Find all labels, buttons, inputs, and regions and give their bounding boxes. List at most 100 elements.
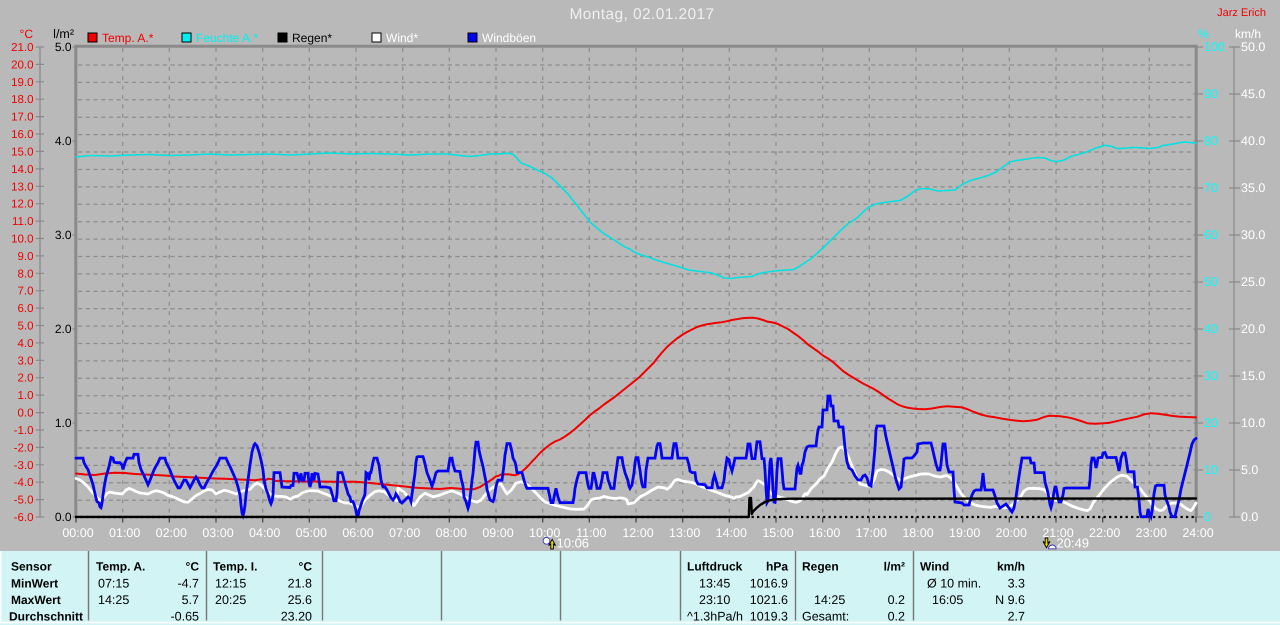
svg-text:N 9.6: N 9.6 [995,593,1025,607]
svg-text:18.0: 18.0 [11,94,33,106]
svg-text:4.0: 4.0 [55,134,72,148]
svg-text:%: % [1198,27,1209,41]
svg-text:08:00: 08:00 [436,526,467,540]
svg-text:12.0: 12.0 [11,199,33,211]
svg-text:22:00: 22:00 [1089,526,1120,540]
svg-text:-6.0: -6.0 [14,512,34,524]
svg-text:04:00: 04:00 [249,526,280,540]
svg-text:Jarz Erich: Jarz Erich [1217,7,1266,19]
svg-text:7.0: 7.0 [18,286,34,298]
svg-text:°C: °C [20,27,34,41]
svg-text:0: 0 [1204,510,1211,524]
svg-text:30.0: 30.0 [1241,228,1265,242]
svg-text:5.0: 5.0 [1241,463,1258,477]
svg-text:Luftdruck: Luftdruck [687,560,743,574]
svg-text:Wind: Wind [920,560,949,574]
svg-text:-0.65: -0.65 [171,610,200,624]
svg-text:Feuchte A.*: Feuchte A.* [196,31,258,45]
svg-text:Wind*: Wind* [386,31,418,45]
svg-text:20:49: 20:49 [1057,536,1090,551]
svg-text:3.0: 3.0 [55,228,72,242]
svg-text:-4.7: -4.7 [177,577,199,591]
svg-text:°C: °C [299,560,313,574]
svg-text:8.0: 8.0 [18,268,34,280]
svg-text:0.0: 0.0 [55,510,72,524]
svg-text:km/h: km/h [997,560,1025,574]
svg-text:50: 50 [1204,275,1218,289]
svg-text:Temp. A.: Temp. A. [96,560,145,574]
svg-text:11.0: 11.0 [12,216,34,228]
svg-text:3.0: 3.0 [18,355,34,367]
svg-text:15.0: 15.0 [1241,369,1265,383]
svg-text:km/h: km/h [1235,27,1261,41]
svg-text:23:00: 23:00 [1136,526,1167,540]
svg-text:06:00: 06:00 [342,526,373,540]
svg-text:10: 10 [1204,463,1218,477]
svg-text:12:15: 12:15 [215,577,246,591]
svg-text:10:00: 10:00 [529,526,560,540]
svg-text:10:06: 10:06 [557,536,590,551]
svg-text:100: 100 [1204,40,1225,54]
svg-text:16:05: 16:05 [932,593,963,607]
svg-text:3.3: 3.3 [1008,577,1025,591]
svg-text:Temp. A.*: Temp. A.* [102,31,154,45]
svg-text:5.7: 5.7 [182,593,199,607]
svg-text:1.0: 1.0 [18,390,34,402]
svg-text:11:00: 11:00 [576,526,606,540]
svg-text:05:00: 05:00 [296,526,327,540]
svg-text:1016.9: 1016.9 [750,577,788,591]
svg-text:-2.0: -2.0 [14,442,34,454]
svg-text:13:45: 13:45 [699,577,730,591]
svg-text:10.0: 10.0 [1241,416,1265,430]
svg-text:01:00: 01:00 [109,526,140,540]
svg-text:Montag, 02.01.2017: Montag, 02.01.2017 [569,6,714,23]
svg-text:l/m²: l/m² [884,560,905,574]
svg-text:14.0: 14.0 [11,164,33,176]
svg-text:14:00: 14:00 [716,526,747,540]
svg-text:4.0: 4.0 [18,338,34,350]
svg-text:MinWert: MinWert [11,577,58,591]
svg-text:-5.0: -5.0 [14,495,34,507]
svg-text:-3.0: -3.0 [14,460,34,472]
svg-text:13:00: 13:00 [669,526,700,540]
svg-text:Ø 10 min.: Ø 10 min. [927,577,981,591]
svg-text:13.0: 13.0 [11,181,33,193]
svg-text:09:00: 09:00 [482,526,513,540]
svg-text:20: 20 [1204,416,1218,430]
svg-text:21:00: 21:00 [1042,526,1073,540]
svg-text:24:00: 24:00 [1182,526,1213,540]
svg-text:2.7: 2.7 [1008,610,1025,624]
svg-text:30: 30 [1204,369,1218,383]
svg-text:25.6: 25.6 [288,593,312,607]
svg-text:00:00: 00:00 [62,526,93,540]
svg-text:02:00: 02:00 [156,526,187,540]
svg-text:20.0: 20.0 [11,59,33,71]
svg-text:70: 70 [1204,181,1218,195]
svg-text:Gesamt:: Gesamt: [802,610,849,624]
svg-text:0.0: 0.0 [1241,510,1258,524]
svg-text:2.0: 2.0 [18,373,34,385]
svg-text:40: 40 [1204,322,1218,336]
svg-text:18:00: 18:00 [902,526,933,540]
svg-text:21.8: 21.8 [288,577,312,591]
svg-text:07:00: 07:00 [389,526,420,540]
svg-text:1021.6: 1021.6 [750,593,788,607]
svg-text:21.0: 21.0 [11,42,33,54]
svg-text:35.0: 35.0 [1241,181,1265,195]
svg-text:MaxWert: MaxWert [11,593,61,607]
svg-text:40.0: 40.0 [1241,134,1265,148]
svg-text:Durchschnitt: Durchschnitt [9,610,83,624]
svg-text:23.20: 23.20 [281,610,312,624]
svg-text:-1.0: -1.0 [14,425,34,437]
svg-text:50.0: 50.0 [1241,40,1265,54]
svg-text:-4.0: -4.0 [14,477,34,489]
svg-text:hPa: hPa [766,560,788,574]
svg-text:07:15: 07:15 [98,577,129,591]
svg-text:Windböen: Windböen [482,31,536,45]
svg-text:14:25: 14:25 [98,593,129,607]
svg-text:25.0: 25.0 [1241,275,1265,289]
svg-text:15:00: 15:00 [762,526,793,540]
svg-text:23:10: 23:10 [699,593,730,607]
svg-text:12:00: 12:00 [622,526,653,540]
svg-text:0.2: 0.2 [888,593,905,607]
